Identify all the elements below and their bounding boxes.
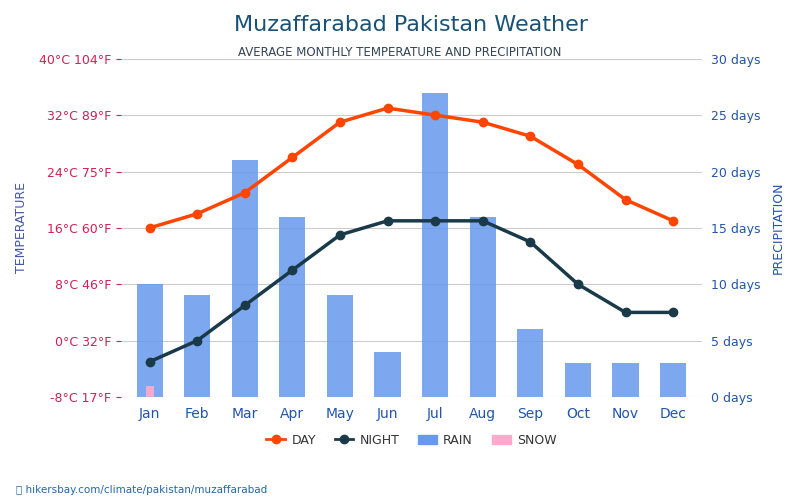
- Bar: [232, 160, 258, 397]
- Text: AVERAGE MONTHLY TEMPERATURE AND PRECIPITATION: AVERAGE MONTHLY TEMPERATURE AND PRECIPIT…: [238, 46, 562, 59]
- Bar: [327, 296, 353, 397]
- Bar: [613, 363, 638, 397]
- Bar: [146, 386, 154, 397]
- Bar: [279, 216, 306, 397]
- Bar: [470, 216, 496, 397]
- Bar: [137, 284, 162, 397]
- Bar: [565, 363, 591, 397]
- Bar: [374, 352, 401, 397]
- Legend: DAY, NIGHT, RAIN, SNOW: DAY, NIGHT, RAIN, SNOW: [262, 428, 562, 452]
- Bar: [518, 330, 543, 397]
- Title: Muzaffarabad Pakistan Weather: Muzaffarabad Pakistan Weather: [234, 15, 588, 35]
- Bar: [660, 363, 686, 397]
- Y-axis label: TEMPERATURE: TEMPERATURE: [15, 182, 28, 274]
- Bar: [422, 92, 448, 397]
- Y-axis label: PRECIPITATION: PRECIPITATION: [772, 182, 785, 274]
- Text: 📍 hikersbay.com/climate/pakistan/muzaffarabad: 📍 hikersbay.com/climate/pakistan/muzaffa…: [16, 485, 267, 495]
- Bar: [184, 296, 210, 397]
